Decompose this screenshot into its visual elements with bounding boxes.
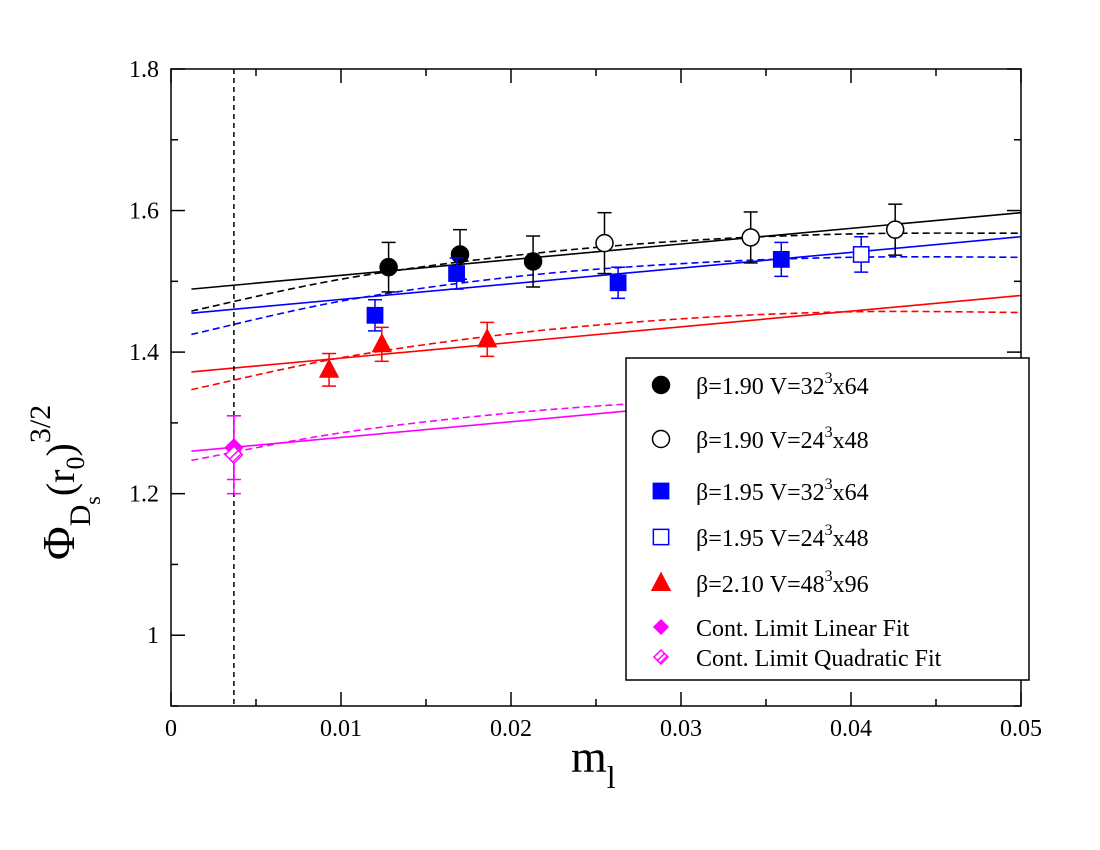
legend-marker-square-open [652, 528, 670, 546]
fit-line-blue-linear [191, 235, 1021, 314]
y-axis-label-paren: (r [38, 470, 83, 497]
y-axis-label-sup: 3/2 [24, 405, 57, 443]
svg-text:ΦDs(r0)3/2: ΦDs(r0)3/2 [24, 405, 105, 560]
data-point-circle-filled [379, 257, 398, 277]
legend-marker-triangle-filled [650, 571, 672, 591]
data-point-circle-filled [450, 245, 470, 264]
data-point-square-filled [448, 265, 466, 282]
legend-marker-diamond-filled [652, 618, 670, 636]
y-axis-label-paren-close: ) [38, 443, 83, 456]
data-point-circle-open [885, 220, 905, 239]
data-point-square-filled [609, 274, 627, 292]
data-point-triangle-filled [318, 358, 340, 378]
y-axis-label-paren-sub: 0 [61, 457, 90, 470]
x-tick-label: 0.01 [320, 716, 362, 742]
y-tick-label: 1.2 [129, 482, 159, 508]
legend-label: β=1.90 V=323x64 [696, 370, 869, 400]
legend-label: Cont. Limit Quadratic Fit [696, 646, 942, 672]
y-tick-label: 1.6 [129, 199, 159, 225]
data-point-square-open [852, 246, 870, 263]
x-axis-label-main: m [571, 731, 607, 782]
y-axis-label: ΦDs(r0)3/2 [24, 405, 105, 560]
data-point-triangle-filled [477, 327, 498, 348]
data-point-square-filled [772, 250, 790, 268]
data-point-circle-open [595, 233, 614, 253]
y-axis-label-sub: D [64, 505, 97, 527]
legend-marker-diamond-hatched-open-hatch [659, 655, 668, 664]
legend-label: β=2.10 V=483x96 [696, 568, 869, 598]
legend-label: β=1.95 V=243x48 [696, 522, 869, 552]
legend-box [625, 357, 1030, 681]
data-point-circle-open [741, 228, 760, 247]
y-tick-label: 1.4 [129, 340, 159, 366]
x-axis-label-sub: l [607, 759, 616, 795]
legend-marker-diamond-hatched-open-hatch [656, 652, 666, 662]
data-point-diamond-hatched-open-hatch [229, 449, 239, 460]
legend-marker-circle-filled [651, 375, 671, 395]
legend: β=1.90 V=323x64 β=1.90 V=243x48 β=1.95 V=3… [625, 357, 1030, 681]
legend-marker-diamond-hatched-open [652, 648, 670, 666]
x-axis-label: ml [571, 731, 616, 795]
y-axis-label-main: Φ [33, 526, 84, 560]
legend-marker-square-filled [652, 482, 670, 500]
x-tick-label: 0.05 [1000, 716, 1042, 742]
x-tick-label: 0.03 [660, 716, 702, 742]
data-point-triangle-filled [371, 332, 392, 353]
x-tick-label: 0 [165, 716, 177, 742]
legend-label: β=1.95 V=323x64 [696, 476, 869, 506]
data-points [224, 203, 905, 495]
y-axis-label-subsub: s [80, 496, 105, 505]
legend-label: Cont. Limit Linear Fit [696, 616, 910, 642]
x-tick-label: 0.04 [830, 716, 872, 742]
x-tick-label: 0.02 [490, 716, 532, 742]
data-point-square-filled [366, 306, 384, 324]
y-tick-label: 1 [147, 623, 159, 649]
tick-labels: 0 0.01 0.02 0.03 0.04 0.05 1 1.2 1.4 1.6 1.8 [129, 57, 1042, 742]
data-point-diamond-hatched-open-hatch [232, 453, 242, 462]
legend-marker-circle-open [651, 429, 671, 449]
y-tick-label: 1.8 [129, 57, 159, 83]
data-point-circle-filled [523, 252, 543, 271]
legend-label: β=1.90 V=243x48 [696, 424, 869, 454]
data-point-diamond-hatched-open [224, 445, 244, 465]
